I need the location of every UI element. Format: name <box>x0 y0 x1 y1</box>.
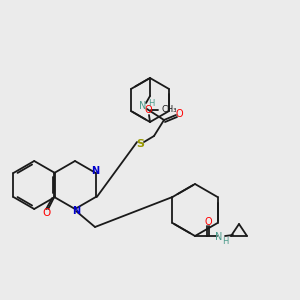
Text: H: H <box>148 98 154 107</box>
Text: N: N <box>215 232 223 242</box>
Text: S: S <box>136 139 144 149</box>
Text: O: O <box>144 105 152 115</box>
Text: O: O <box>204 217 212 227</box>
Text: H: H <box>222 236 228 245</box>
Text: CH₃: CH₃ <box>161 104 176 113</box>
Text: N: N <box>72 206 80 216</box>
Text: N: N <box>139 101 147 111</box>
Text: O: O <box>175 109 183 119</box>
Text: O: O <box>42 208 50 218</box>
Text: N: N <box>91 166 99 176</box>
